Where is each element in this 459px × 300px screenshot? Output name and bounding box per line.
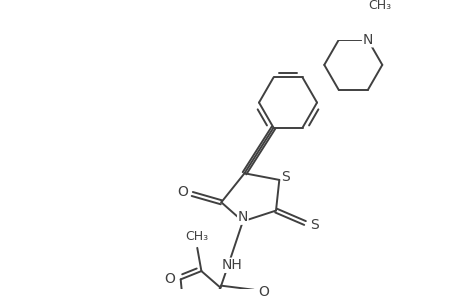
Text: NH: NH [221, 258, 242, 272]
Text: S: S [281, 170, 290, 184]
Text: N: N [362, 33, 372, 47]
Text: O: O [177, 185, 187, 199]
Text: N: N [237, 210, 247, 224]
Text: S: S [310, 218, 319, 232]
Text: O: O [164, 272, 175, 286]
Text: CH₃: CH₃ [185, 230, 208, 243]
Text: CH₃: CH₃ [368, 0, 391, 12]
Text: O: O [257, 285, 269, 299]
